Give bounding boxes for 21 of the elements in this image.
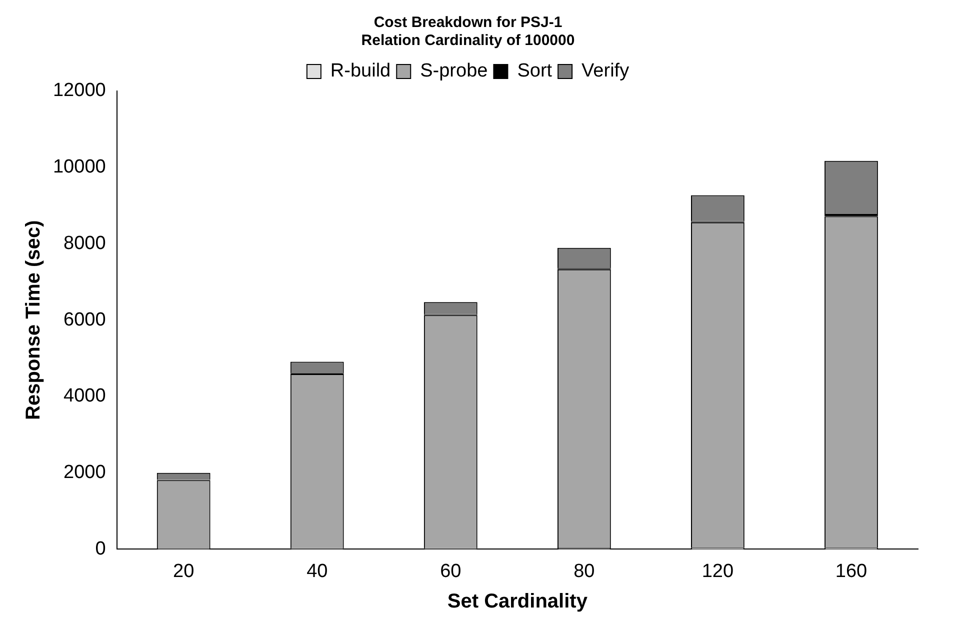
y-tick-label: 4000 bbox=[64, 386, 106, 407]
x-tick-label: 80 bbox=[574, 560, 595, 582]
y-axis-title: Response Time (sec) bbox=[22, 220, 45, 420]
x-tick-label: 60 bbox=[440, 560, 462, 582]
x-axis-title: Set Cardinality bbox=[447, 590, 588, 613]
legend-label: Verify bbox=[582, 60, 630, 82]
y-tick-label: 8000 bbox=[64, 232, 106, 254]
x-tick-label: 40 bbox=[306, 560, 328, 582]
y-tick-label: 10000 bbox=[52, 156, 106, 178]
y-tick-label: 12000 bbox=[52, 80, 106, 102]
chart-subtitle: Relation Cardinality of 100000 bbox=[361, 32, 575, 50]
legend-label: Sort bbox=[517, 60, 553, 82]
legend-label: S-probe bbox=[420, 60, 488, 82]
x-tick-label: 120 bbox=[702, 560, 734, 582]
x-tick-label: 20 bbox=[173, 560, 194, 582]
y-tick-label: 0 bbox=[95, 538, 106, 560]
legend-label: R-build bbox=[330, 60, 391, 82]
y-tick-label: 2000 bbox=[64, 462, 106, 484]
chart-title: Cost Breakdown for PSJ-1 bbox=[374, 14, 562, 32]
x-tick-label: 160 bbox=[835, 560, 868, 582]
y-tick-label: 6000 bbox=[64, 309, 106, 330]
